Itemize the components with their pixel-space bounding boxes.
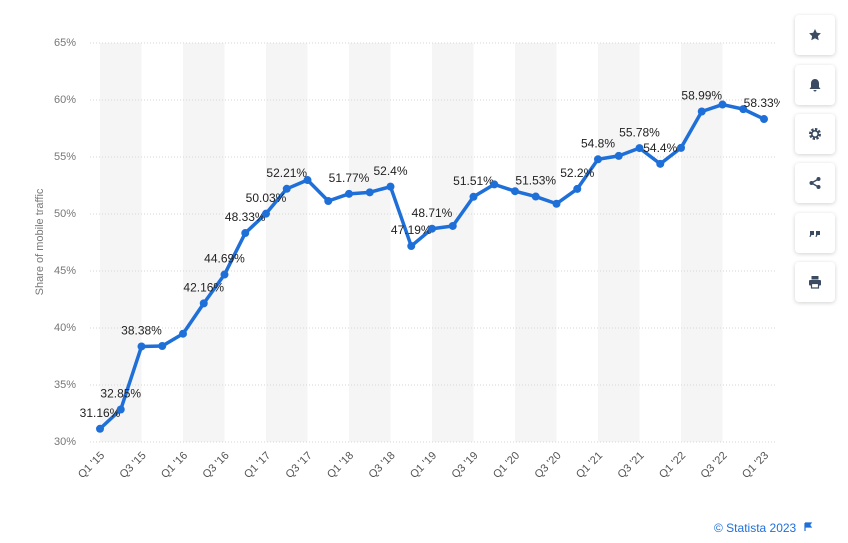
point <box>656 159 665 168</box>
cite-button[interactable] <box>795 213 835 253</box>
point <box>199 299 208 308</box>
background-band <box>183 43 225 442</box>
x-tick-label: Q1 '23 <box>740 450 771 481</box>
point <box>407 242 416 251</box>
data-label: 38.38% <box>121 324 162 338</box>
x-tick-label: Q1 '20 <box>491 450 522 481</box>
x-tick-label: Q1 '17 <box>242 450 273 481</box>
data-label: 50.03% <box>246 191 287 205</box>
point <box>511 187 519 196</box>
y-tick-label: 40% <box>54 322 76 334</box>
chart: Share of mobile traffic 30% 35% 40% 45% 50% 5… <box>34 37 780 481</box>
point <box>324 197 333 206</box>
x-tick-label: Q3 '19 <box>450 450 481 481</box>
point <box>96 424 104 433</box>
x-tick-label: Q3 '16 <box>201 450 232 481</box>
point <box>760 115 768 124</box>
x-tick-label: Q3 '21 <box>616 450 647 481</box>
data-label: 51.51% <box>453 174 494 188</box>
data-label: 51.77% <box>329 171 370 185</box>
data-label: 42.16% <box>183 281 224 295</box>
data-label: 54.4% <box>643 141 677 155</box>
data-label: 52.4% <box>373 164 407 178</box>
point <box>697 107 706 116</box>
data-label: 32.85% <box>100 387 141 401</box>
credit: © Statista 2023 <box>714 521 813 535</box>
x-tick-label: Q1 '18 <box>325 450 356 481</box>
point <box>531 192 540 201</box>
point <box>345 189 353 198</box>
point <box>552 199 561 208</box>
data-label: 52.2% <box>560 166 594 180</box>
x-tick-label: Q1 '19 <box>408 450 439 481</box>
background-band <box>432 43 474 442</box>
y-tick-label: 45% <box>54 265 76 277</box>
point <box>220 270 229 279</box>
x-tick-label: Q3 '22 <box>699 450 730 481</box>
favorite-button[interactable] <box>795 15 835 55</box>
background-band <box>598 43 640 442</box>
data-label: 54.8% <box>581 136 615 150</box>
y-axis-label: Share of mobile traffic <box>34 188 46 295</box>
x-tick-label: Q1 '22 <box>657 450 688 481</box>
point <box>365 188 374 197</box>
x-tick-label: Q3 '15 <box>118 450 149 481</box>
point <box>179 329 187 338</box>
notification-button[interactable] <box>795 65 835 105</box>
x-tick-label: Q3 '20 <box>533 450 564 481</box>
point <box>677 143 685 152</box>
y-tick-label: 35% <box>54 379 76 391</box>
data-label: 47.19% <box>391 223 432 237</box>
data-label: 55.78% <box>619 125 660 139</box>
y-tick-label: 55% <box>54 151 76 163</box>
point <box>428 224 436 233</box>
data-label: 58.99% <box>681 89 722 103</box>
data-label: 44.69% <box>204 252 245 266</box>
point <box>614 151 623 160</box>
point <box>137 342 146 351</box>
point <box>490 180 499 189</box>
background-band <box>515 43 557 442</box>
point <box>241 229 250 238</box>
point <box>386 182 395 191</box>
point <box>262 209 270 218</box>
data-label: 48.33% <box>225 210 266 224</box>
y-tick-label: 30% <box>54 436 76 448</box>
background-band <box>266 43 308 442</box>
x-tick-label: Q3 '18 <box>367 450 398 481</box>
x-tick-label: Q1 '21 <box>574 450 605 481</box>
data-label: 48.71% <box>412 206 453 220</box>
y-tick-label: 60% <box>54 94 76 106</box>
data-label: 31.16% <box>80 406 121 420</box>
point <box>116 405 125 414</box>
x-tick-label: Q3 '17 <box>284 450 315 481</box>
data-label: 58.33% <box>744 96 780 110</box>
settings-button[interactable] <box>795 114 835 154</box>
background-band <box>349 43 391 442</box>
x-tick-label: Q1 '16 <box>159 450 190 481</box>
point <box>303 176 312 185</box>
point <box>469 192 478 201</box>
data-label: 52.21% <box>266 166 307 180</box>
point <box>594 155 602 164</box>
point <box>158 342 167 351</box>
background-band <box>100 43 142 442</box>
background-band <box>681 43 723 442</box>
print-button[interactable] <box>795 262 835 302</box>
credit-text: © Statista 2023 <box>714 521 797 535</box>
x-tick-label: Q1 '15 <box>76 450 107 481</box>
point <box>448 221 457 230</box>
y-tick-label: 50% <box>54 208 76 220</box>
y-tick-label: 65% <box>54 37 76 49</box>
point <box>739 105 748 114</box>
point <box>635 144 644 153</box>
point <box>573 184 582 193</box>
data-label: 51.53% <box>515 174 556 188</box>
point <box>718 100 727 109</box>
share-button[interactable] <box>795 163 835 203</box>
point <box>282 184 291 193</box>
